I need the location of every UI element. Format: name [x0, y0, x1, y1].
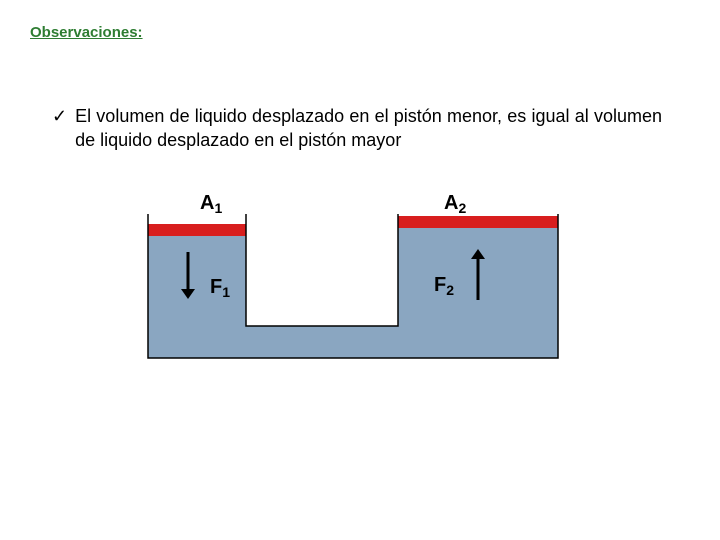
- label-a2: A2: [444, 192, 466, 215]
- hydraulic-svg: [138, 196, 568, 366]
- checkmark-icon: ✓: [52, 104, 67, 128]
- section-heading: Observaciones:: [30, 24, 143, 41]
- observation-bullet: ✓ El volumen de liquido desplazado en el…: [52, 104, 662, 153]
- label-f1: F1: [210, 276, 230, 299]
- label-a1: A1: [200, 192, 222, 215]
- hydraulic-diagram: A1 A2 F1 F2: [138, 196, 568, 366]
- observation-text: El volumen de liquido desplazado en el p…: [75, 104, 662, 153]
- label-f2: F2: [434, 274, 454, 297]
